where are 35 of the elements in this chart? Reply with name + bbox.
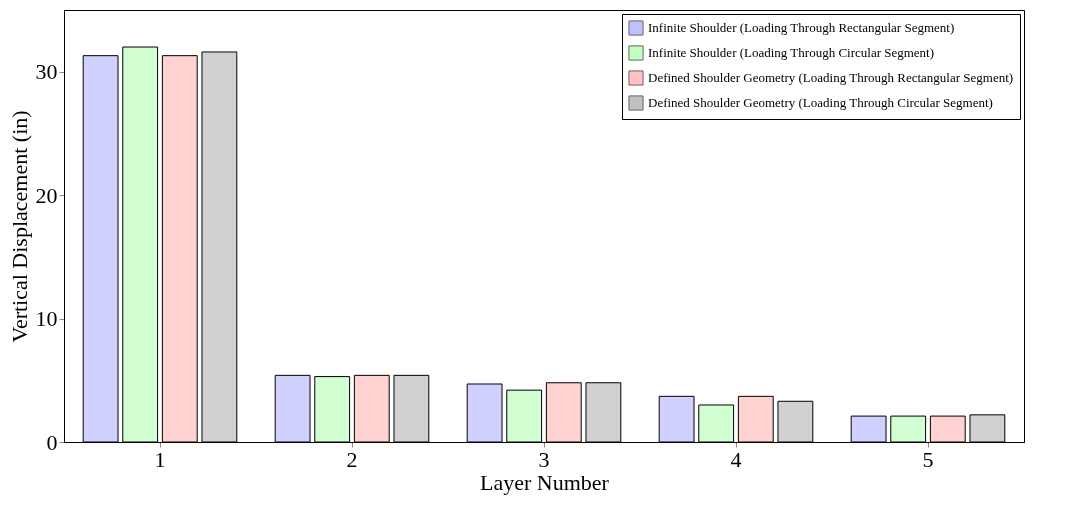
y-tick-label: 0 (46, 429, 58, 455)
x-tick-label: 2 (346, 446, 358, 472)
bar (929, 415, 966, 443)
bar (314, 376, 351, 443)
legend-label: Defined Shoulder Geometry (Loading Through Circular Segment) (648, 95, 993, 110)
bar (777, 400, 814, 443)
bar (201, 51, 238, 443)
y-tick-label: 20 (35, 182, 58, 208)
bar (274, 374, 311, 443)
x-axis-title: Layer Number (480, 469, 610, 495)
bar (658, 395, 695, 443)
x-tick-label: 5 (922, 446, 934, 472)
y-axis-title: Vertical Displacement (in) (6, 110, 32, 343)
legend-label: Infinite Shoulder (Loading Through Circular Segment) (648, 45, 935, 60)
x-tick-label: 1 (154, 446, 166, 472)
legend-label: Infinite Shoulder (Loading Through Rectangular Segment) (648, 20, 955, 35)
bar (82, 55, 119, 443)
bar (393, 374, 430, 443)
x-tick-label: 4 (730, 446, 742, 472)
bar (122, 46, 159, 443)
bar (585, 382, 622, 443)
x-tick-label: 3 (538, 446, 550, 472)
bar (545, 382, 582, 443)
legend-label: Defined Shoulder Geometry (Loading Through Rectangular Segment) (648, 70, 1014, 85)
bar (969, 414, 1006, 443)
bar (506, 389, 543, 443)
bar (161, 55, 198, 443)
bar (737, 395, 774, 443)
bar (466, 383, 503, 443)
bar (890, 415, 927, 443)
bar (698, 404, 735, 443)
y-tick-label: 10 (35, 306, 58, 332)
y-tick-label: 30 (35, 59, 58, 85)
bar (850, 415, 887, 443)
bar (353, 374, 390, 443)
